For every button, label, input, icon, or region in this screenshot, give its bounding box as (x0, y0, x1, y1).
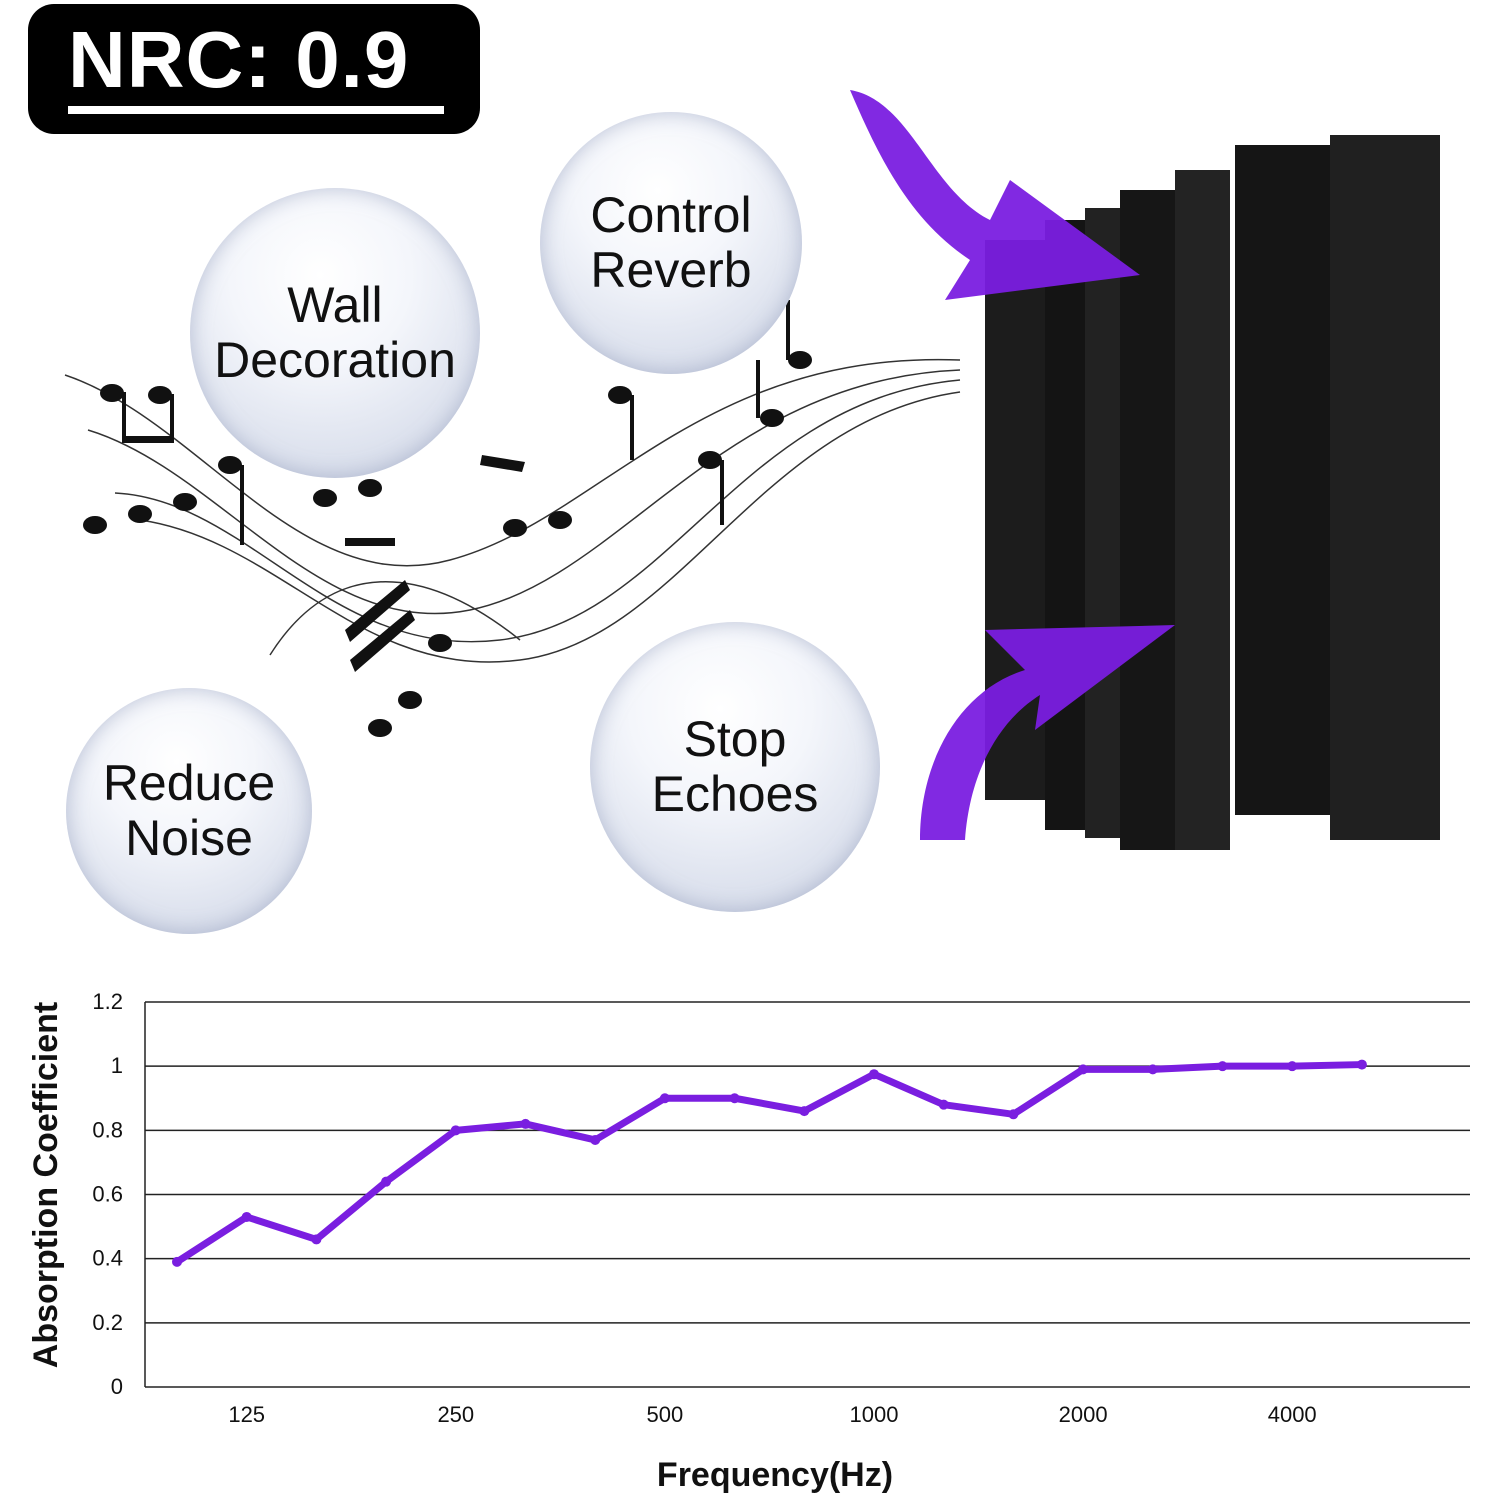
y-tick-label: 0.4 (92, 1246, 123, 1271)
y-tick-label: 0.2 (92, 1310, 123, 1335)
nrc-underline (68, 106, 444, 114)
bubble-label: Control Reverb (590, 187, 752, 298)
data-point (938, 1099, 949, 1110)
bubble-reduce-noise: Reduce Noise (66, 688, 312, 934)
absorption-chart: 00.20.40.60.811.2 125 250 500 1000 2000 4000 … (27, 989, 1470, 1494)
acoustic-panel-illustration (850, 90, 1440, 850)
data-point (172, 1256, 182, 1267)
data-point (1287, 1061, 1298, 1072)
data-point (659, 1093, 670, 1104)
x-tick-label: 1000 (850, 1402, 899, 1427)
data-point (241, 1211, 252, 1222)
arrow-bottom-icon (920, 625, 1175, 840)
x-tick-label: 4000 (1268, 1402, 1317, 1427)
data-point (729, 1093, 740, 1104)
bubble-label: Reduce Noise (102, 755, 276, 866)
bubble-wall-decoration: Wall Decoration (190, 188, 480, 478)
data-point (590, 1134, 601, 1145)
x-tick-label: 2000 (1059, 1402, 1108, 1427)
x-tick-label: 500 (647, 1402, 684, 1427)
data-point (381, 1176, 392, 1187)
bubble-stop-echoes: Stop Echoes (590, 622, 880, 912)
bubble-label: Stop Echoes (651, 711, 819, 822)
data-point (869, 1069, 879, 1080)
data-point (1147, 1064, 1158, 1075)
bubble-label: Wall Decoration (214, 277, 456, 388)
data-point (520, 1118, 531, 1129)
y-tick-label: 0.6 (92, 1182, 123, 1207)
y-tick-label: 1.2 (92, 989, 123, 1014)
series-line (175, 1061, 1362, 1265)
y-tick-label: 1 (111, 1053, 123, 1078)
y-axis-label: Absorption Coefficient (27, 1002, 65, 1368)
arrow-top-icon (850, 90, 1140, 300)
x-axis-label: Frequency(Hz) (657, 1456, 893, 1494)
data-point (311, 1234, 322, 1245)
data-point (1217, 1061, 1228, 1072)
x-tick-label: 125 (228, 1402, 265, 1427)
y-tick-label: 0.8 (92, 1117, 123, 1142)
y-tick-label: 0 (111, 1374, 123, 1399)
data-point (450, 1125, 461, 1136)
nrc-text: NRC: 0.9 (68, 15, 410, 104)
music-notes-illustration (64, 300, 961, 737)
data-point (1078, 1064, 1089, 1075)
data-point (799, 1106, 810, 1117)
bubble-control-reverb: Control Reverb (540, 112, 802, 374)
x-tick-label: 250 (437, 1402, 474, 1427)
data-point (1008, 1109, 1019, 1120)
data-point (1356, 1059, 1367, 1070)
nrc-badge: NRC: 0.9 (28, 4, 480, 134)
